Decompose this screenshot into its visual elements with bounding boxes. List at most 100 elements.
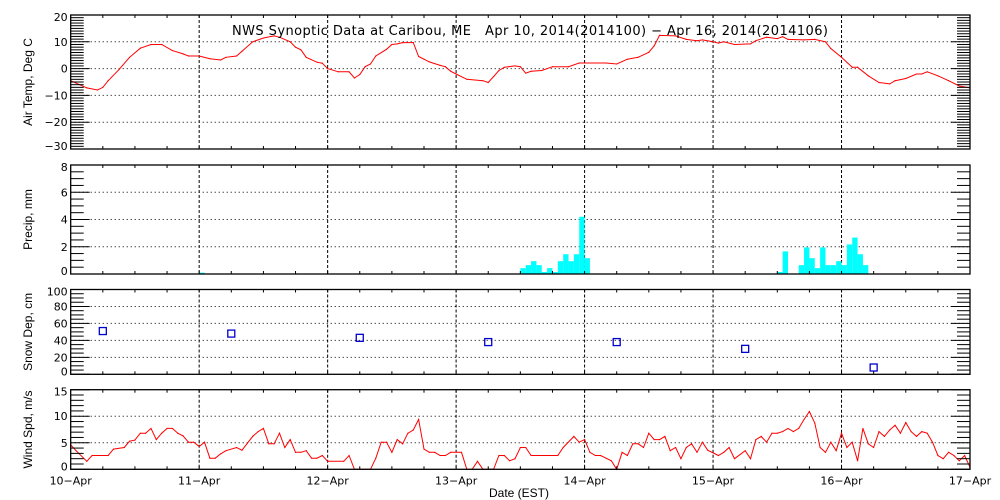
data-point	[717, 42, 720, 44]
data-point	[776, 432, 778, 434]
y-tick-label: 40	[54, 334, 68, 347]
snow-depth-marker	[612, 337, 621, 347]
y-tick-label: 2	[61, 241, 68, 254]
data-point	[840, 56, 843, 58]
y-tick-label: 0	[61, 265, 68, 278]
data-point	[428, 451, 430, 453]
precip-bar	[199, 272, 205, 274]
data-point	[128, 56, 131, 58]
data-point	[723, 41, 725, 43]
data-point	[273, 35, 275, 37]
y-tick-label: 60	[54, 317, 68, 330]
data-point	[541, 69, 543, 72]
data-point	[391, 43, 393, 46]
precip-bar	[830, 265, 837, 274]
data-point	[423, 448, 425, 450]
data-point	[707, 449, 709, 451]
data-point	[889, 83, 891, 85]
data-point	[894, 424, 896, 426]
data-point	[391, 451, 393, 453]
y-tick-label: 80	[54, 300, 68, 313]
data-point	[814, 38, 816, 40]
data-point	[305, 56, 307, 58]
data-point	[519, 66, 521, 68]
data-point	[621, 451, 623, 453]
data-point	[905, 422, 907, 424]
data-point	[498, 454, 500, 457]
data-point	[241, 50, 243, 52]
data-point	[867, 75, 869, 77]
precip-bar	[573, 254, 580, 274]
data-point	[482, 80, 484, 82]
y-tick-label: 10	[54, 410, 68, 423]
data-point	[674, 35, 677, 37]
data-point	[824, 451, 827, 453]
data-point	[123, 446, 125, 449]
data-point	[412, 42, 414, 44]
data-point	[225, 56, 227, 58]
data-point	[562, 446, 564, 449]
data-point	[819, 446, 821, 449]
data-point	[733, 458, 736, 460]
data-point	[198, 55, 200, 57]
data-point	[321, 62, 323, 64]
panel-frame	[70, 389, 971, 470]
data-point	[942, 458, 944, 460]
data-point	[733, 43, 736, 46]
data-point	[102, 86, 104, 88]
data-point	[182, 53, 184, 55]
data-point	[139, 47, 141, 49]
data-point	[418, 55, 420, 58]
data-point	[589, 451, 591, 453]
data-point	[257, 431, 259, 433]
y-tick-label: 0	[61, 365, 68, 378]
data-point	[225, 450, 227, 452]
data-point	[514, 65, 516, 67]
y-tick-label: 20	[54, 11, 68, 24]
data-point	[658, 34, 661, 36]
data-point	[369, 63, 372, 65]
data-point	[626, 58, 629, 60]
data-point	[353, 77, 356, 79]
data-point	[803, 39, 805, 41]
data-point	[337, 71, 339, 73]
precip-bar	[557, 261, 564, 274]
data-point	[294, 451, 297, 453]
data-point	[246, 442, 248, 444]
data-point	[418, 418, 420, 421]
data-point	[375, 457, 377, 459]
data-point	[685, 38, 687, 40]
data-point	[856, 460, 859, 462]
data-point	[187, 441, 190, 443]
precip-bar	[782, 251, 788, 274]
data-point	[396, 438, 398, 441]
precip-bar	[846, 244, 853, 274]
precip-bar	[825, 265, 831, 274]
data-point	[557, 454, 559, 457]
y-tick-label: 6	[61, 186, 68, 199]
series-line	[70, 410, 971, 471]
data-point	[824, 41, 827, 43]
data-point	[642, 446, 645, 449]
data-point	[385, 48, 388, 50]
y-tick-label: −10	[44, 89, 67, 102]
x-axis-label: Date (EST)	[489, 486, 549, 500]
precip-bar	[798, 265, 805, 274]
data-point	[278, 432, 281, 434]
data-point	[305, 450, 307, 452]
data-point	[830, 441, 832, 443]
data-point	[198, 445, 200, 448]
precip-bar	[584, 258, 590, 274]
snow-depth-marker	[355, 333, 364, 342]
y-axis-label: Precip, mm	[21, 189, 35, 250]
y-tick-label: 4	[61, 214, 68, 227]
data-point	[937, 454, 939, 457]
data-point	[182, 435, 184, 437]
precip-bar	[568, 261, 574, 274]
data-point	[375, 55, 377, 57]
y-tick-label: 5	[61, 437, 68, 450]
data-point	[503, 454, 505, 457]
y-tick-label: −30	[44, 140, 67, 153]
data-point	[460, 451, 463, 453]
x-tick-label: 15−Apr	[692, 474, 735, 487]
